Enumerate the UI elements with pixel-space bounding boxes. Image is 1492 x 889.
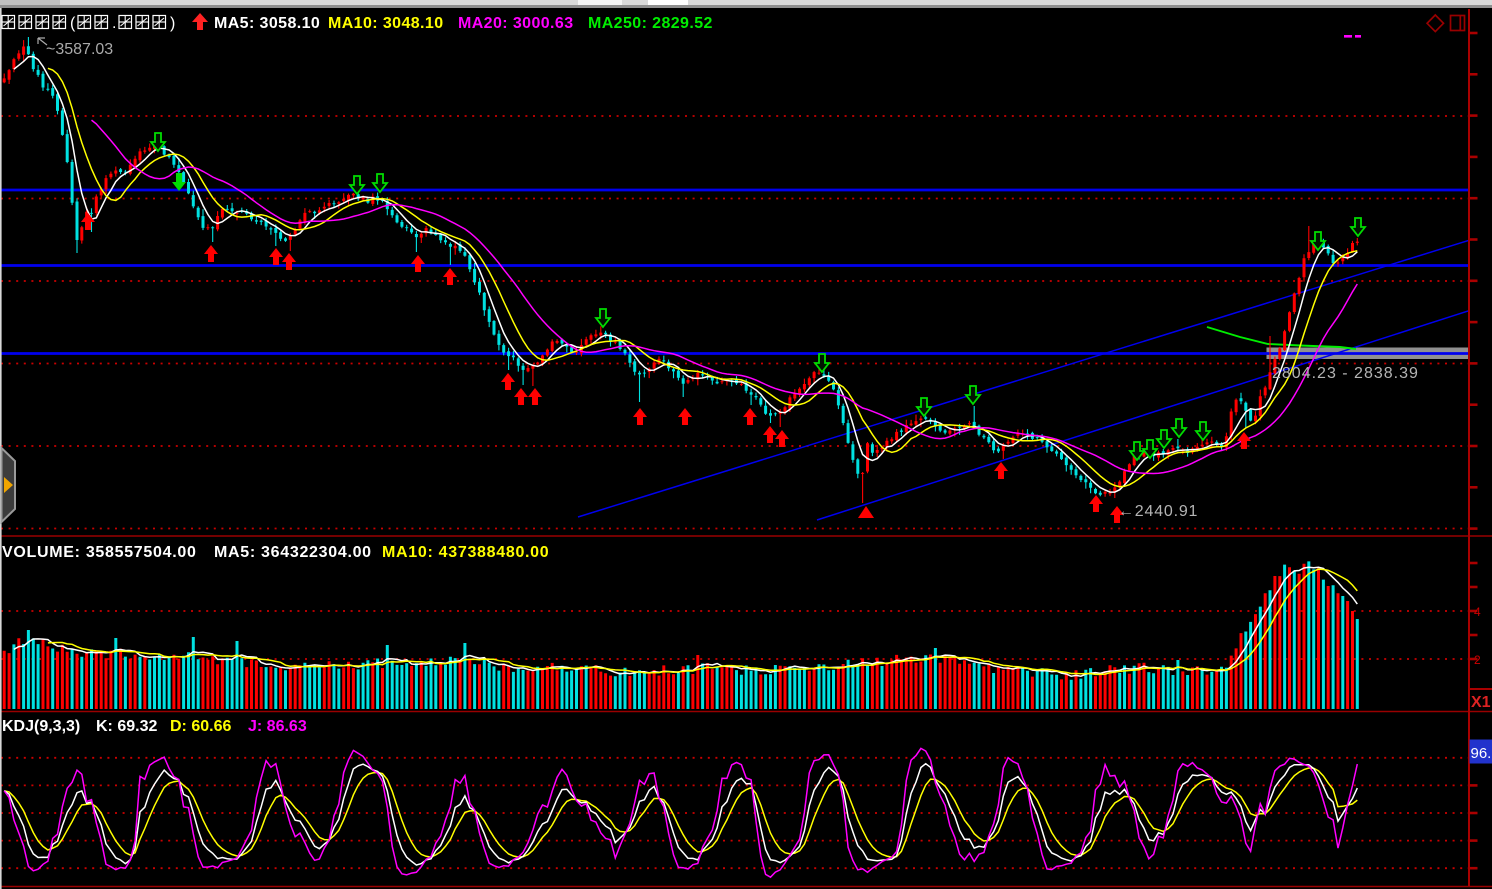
svg-text:MA10: 3048.10: MA10: 3048.10 bbox=[328, 15, 444, 32]
svg-text:VOLUME: 358557504.00: VOLUME: 358557504.00 bbox=[2, 544, 197, 561]
svg-text:MA5: 3058.10: MA5: 3058.10 bbox=[214, 15, 320, 32]
svg-text:J: 86.63: J: 86.63 bbox=[248, 718, 307, 735]
svg-text:(: ( bbox=[70, 15, 76, 32]
svg-text:MA10: 437388480.00: MA10: 437388480.00 bbox=[382, 544, 549, 561]
svg-text:4: 4 bbox=[1474, 605, 1481, 619]
svg-text:X1: X1 bbox=[1471, 694, 1491, 711]
svg-text:~3587.03: ~3587.03 bbox=[46, 41, 113, 58]
svg-text:.: . bbox=[112, 15, 116, 32]
svg-text:2804.23 - 2838.39: 2804.23 - 2838.39 bbox=[1272, 365, 1419, 382]
svg-text:2: 2 bbox=[1474, 653, 1481, 667]
svg-text:MA20: 3000.63: MA20: 3000.63 bbox=[458, 15, 574, 32]
svg-text:MA5: 364322304.00: MA5: 364322304.00 bbox=[214, 544, 372, 561]
svg-text:KDJ(9,3,3): KDJ(9,3,3) bbox=[2, 718, 80, 735]
svg-text:MA250: 2829.52: MA250: 2829.52 bbox=[588, 15, 713, 32]
svg-text:←2440.91: ←2440.91 bbox=[1118, 503, 1198, 520]
svg-text:K: 69.32: K: 69.32 bbox=[96, 718, 157, 735]
svg-text:96.: 96. bbox=[1471, 745, 1492, 762]
svg-text:): ) bbox=[170, 15, 175, 32]
svg-text:D: 60.66: D: 60.66 bbox=[170, 718, 231, 735]
